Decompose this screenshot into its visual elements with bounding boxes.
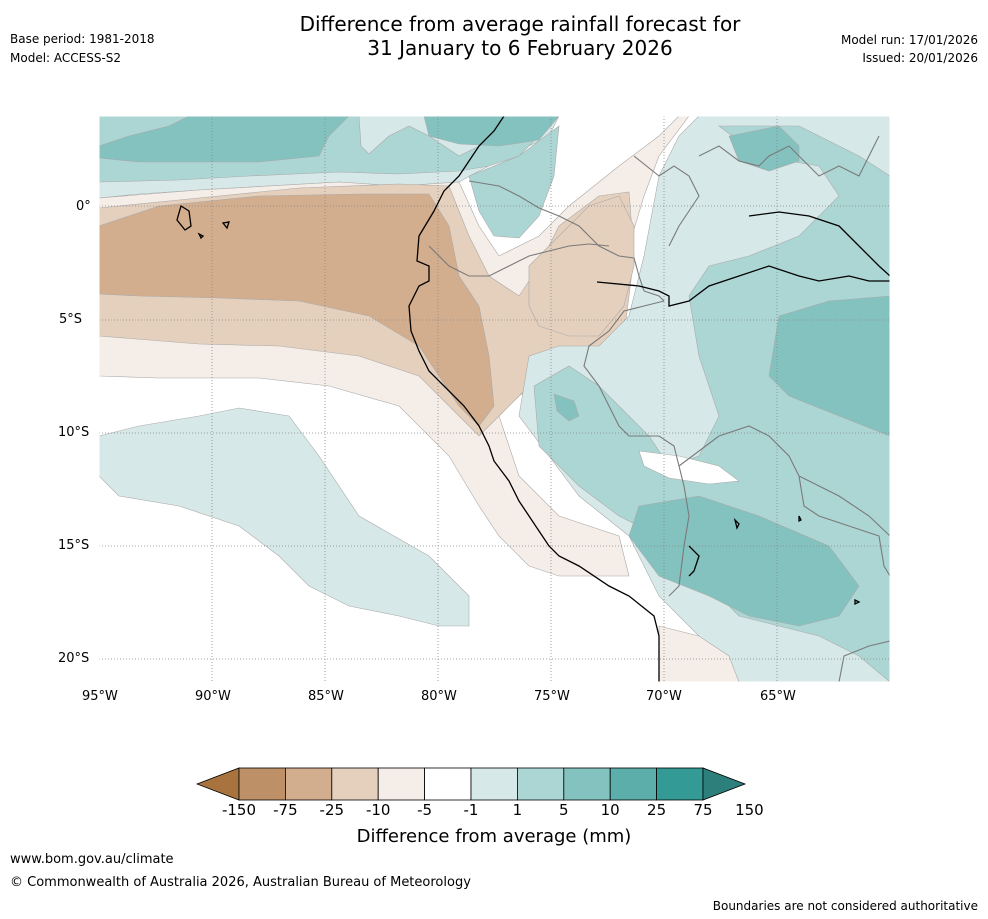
- colorbar-label: Difference from average (mm): [356, 826, 632, 847]
- colorbar-cell: [238, 767, 286, 801]
- colorbar-cell: [377, 767, 425, 801]
- rainfall-map: [99, 116, 890, 682]
- lon-label-85w: 85°W: [308, 689, 344, 704]
- lon-label-75w: 75°W: [534, 689, 570, 704]
- lon-label-80w: 80°W: [421, 689, 457, 704]
- lat-label-10s: 10°S: [58, 425, 90, 440]
- footer-disclaimer: Boundaries are not considered authoritat…: [712, 899, 978, 913]
- colorbar-cell: [424, 767, 472, 801]
- colorbar-cell: [516, 767, 565, 801]
- colorbar-extend-low: [196, 767, 240, 801]
- colorbar-tick-label: 150: [735, 801, 764, 819]
- coastline: [176, 116, 890, 682]
- wet-region-north-4: [423, 116, 560, 147]
- page-title: Difference from average rainfall forecas…: [0, 12, 988, 60]
- colorbar-cell: [331, 767, 379, 801]
- dry-region-3: [99, 193, 495, 427]
- colorbar-tick-label: 10: [600, 801, 620, 819]
- colorbar-cell: [285, 767, 333, 801]
- graticule: [99, 116, 890, 682]
- issued-date: Issued: 20/01/2026: [862, 51, 978, 65]
- wet-region-north-3: [99, 116, 350, 163]
- model-run: Model run: 17/01/2026: [840, 33, 978, 47]
- base-period: Base period: 1981-2018: [10, 32, 155, 46]
- footer-url: www.bom.gov.au/climate: [10, 852, 174, 867]
- wet-region-east-3: [768, 295, 890, 437]
- lon-label-95w: 95°W: [82, 689, 118, 704]
- country-borders: [428, 135, 890, 682]
- colorbar-cell: [470, 767, 518, 801]
- colorbar: [196, 767, 747, 801]
- colorbar-extend-high: [702, 767, 747, 801]
- colorbar-tick-label: -75: [273, 801, 298, 819]
- wet-region-southwest: [99, 407, 470, 627]
- lat-label-20s: 20°S: [58, 651, 90, 666]
- lon-label-70w: 70°W: [646, 689, 682, 704]
- title-line-1: Difference from average rainfall forecas…: [299, 12, 741, 36]
- wet-region-colombia: [468, 125, 560, 239]
- lat-label-5s: 5°S: [59, 312, 83, 327]
- colorbar-tick-label: -1: [463, 801, 479, 819]
- lat-label-15s: 15°S: [58, 538, 90, 553]
- title-line-2: 31 January to 6 February 2026: [367, 36, 673, 60]
- wet-region-spot: [553, 393, 580, 422]
- colorbar-cell: [609, 767, 658, 801]
- lat-label-0: 0°: [76, 199, 91, 214]
- dry-region-brazil: [528, 195, 635, 337]
- model-name: Model: ACCESS-S2: [10, 51, 122, 65]
- colorbar-tick-label: 75: [693, 801, 713, 819]
- white-gap-bolivia: [638, 450, 740, 485]
- lon-label-90w: 90°W: [195, 689, 231, 704]
- lon-label-65w: 65°W: [760, 689, 796, 704]
- colorbar-tick-label: -150: [221, 801, 257, 819]
- colorbar-tick-label: -10: [365, 801, 391, 819]
- colorbar-tick-label: -5: [417, 801, 433, 819]
- colorbar-cell: [656, 767, 704, 801]
- colorbar-tick-label: 5: [559, 801, 569, 819]
- footer-copyright: © Commonwealth of Australia 2026, Austra…: [10, 875, 471, 890]
- colorbar-cell: [563, 767, 611, 801]
- colorbar-tick-label: 25: [647, 801, 667, 819]
- colorbar-tick-label: 1: [512, 801, 523, 819]
- colorbar-tick-label: -25: [319, 801, 345, 819]
